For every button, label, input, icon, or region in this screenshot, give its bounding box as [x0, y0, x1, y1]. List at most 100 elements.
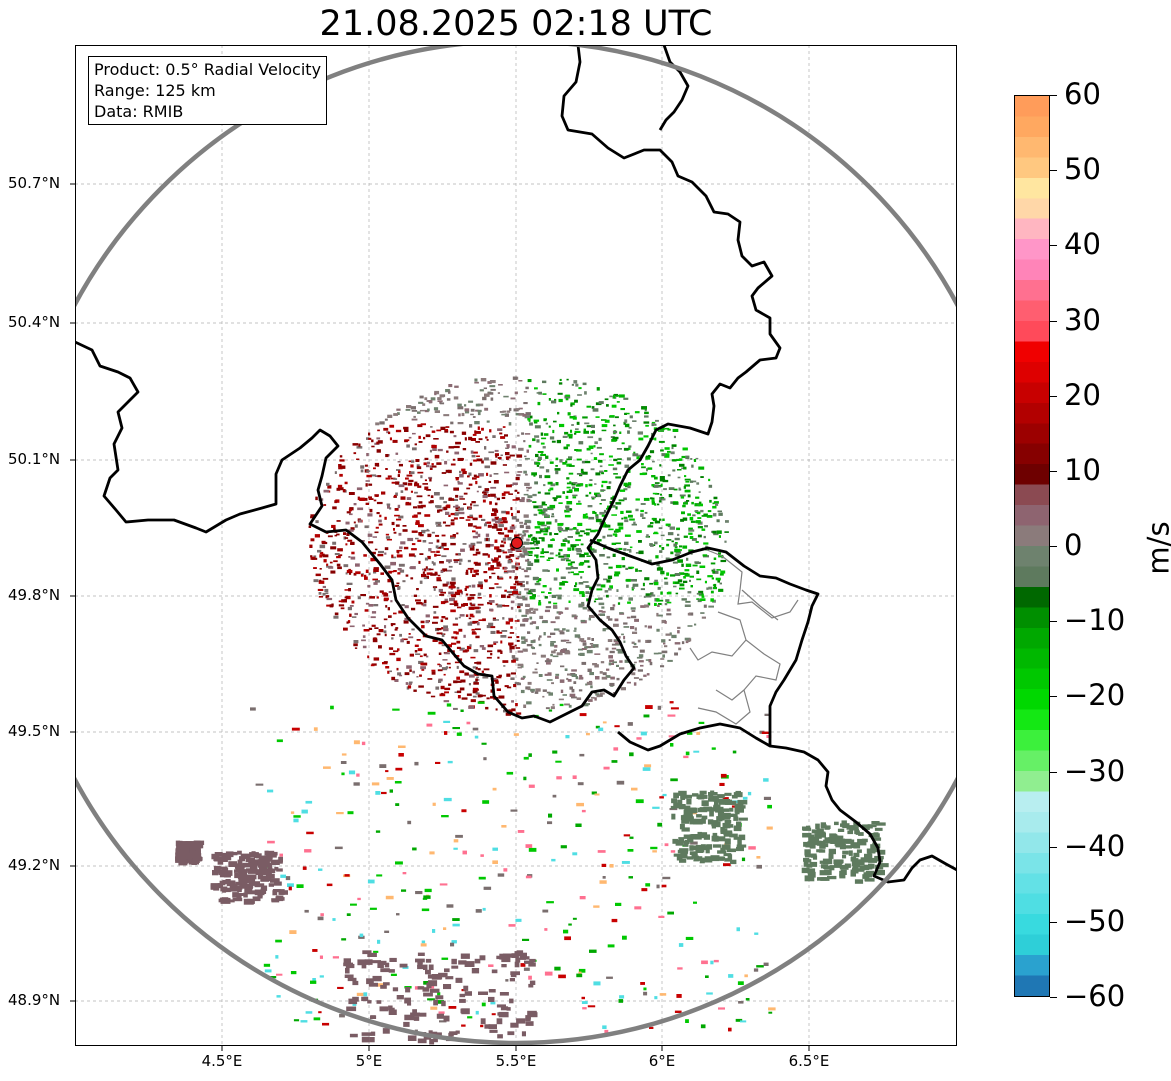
echo-pixel: [489, 429, 492, 433]
echo-pixel: [735, 809, 740, 815]
echo-pixel: [374, 627, 379, 629]
echo-pixel: [478, 514, 483, 518]
echo-pixel: [515, 647, 521, 649]
echo-pixel: [676, 527, 680, 531]
echo-pixel: [593, 905, 600, 908]
echo-pixel: [446, 450, 449, 453]
echo-pixel: [437, 397, 442, 400]
echo-pixel: [549, 587, 552, 591]
echo-pixel: [547, 544, 553, 548]
echo-pixel: [385, 454, 389, 458]
echo-pixel: [612, 553, 616, 557]
echo-pixel: [471, 501, 476, 504]
echo-pixel: [323, 766, 331, 769]
echo-pixel: [613, 504, 616, 508]
echo-pixel: [334, 612, 339, 616]
info-product: Product: 0.5° Radial Velocity: [94, 60, 322, 79]
echo-pixel: [391, 481, 397, 484]
echo-pixel: [659, 545, 662, 548]
echo-pixel: [463, 492, 468, 495]
echo-pixel: [556, 776, 562, 780]
echo-pixel: [546, 662, 551, 665]
echo-pixel: [514, 951, 523, 957]
echo-pixel: [693, 750, 700, 753]
echo-pixel: [565, 394, 570, 397]
echo-pixel: [521, 534, 526, 537]
echo-pixel: [522, 413, 527, 417]
echo-pixel: [709, 810, 714, 817]
echo-pixel: [571, 669, 577, 672]
echo-pixel: [498, 524, 504, 528]
echo-pixel: [482, 800, 490, 804]
echo-pixel: [604, 1029, 609, 1034]
echo-pixel: [258, 866, 268, 871]
echo-pixel: [836, 838, 845, 845]
echo-pixel: [454, 591, 461, 596]
echo-pixel: [464, 961, 475, 967]
echo-pixel: [414, 481, 418, 484]
echo-pixel: [616, 589, 619, 592]
echo-pixel: [477, 597, 482, 599]
echo-pixel: [558, 530, 562, 533]
echo-pixel: [484, 446, 487, 450]
echo-pixel: [366, 978, 374, 985]
echo-pixel: [304, 849, 312, 853]
echo-pixel: [678, 647, 682, 651]
echo-pixel: [465, 411, 470, 414]
echo-pixel: [472, 695, 477, 698]
echo-pixel: [411, 410, 418, 412]
echo-pixel: [186, 846, 194, 852]
echo-pixel: [352, 996, 359, 1002]
echo-pixel: [584, 646, 588, 649]
echo-pixel: [508, 593, 514, 596]
echo-pixel: [716, 519, 720, 523]
echo-pixel: [242, 869, 248, 873]
echo-pixel: [377, 440, 383, 444]
echo-pixel: [439, 883, 448, 886]
echo-pixel: [679, 583, 685, 587]
echo-pixel: [492, 787, 497, 791]
echo-pixel: [376, 437, 381, 440]
echo-pixel: [361, 996, 369, 1002]
echo-pixel: [696, 592, 702, 595]
echo-pixel: [509, 407, 512, 411]
echo-pixel: [590, 452, 593, 455]
echo-pixel: [513, 583, 517, 586]
echo-pixel: [417, 411, 421, 414]
echo-pixel: [544, 971, 553, 976]
echo-pixel: [404, 429, 409, 432]
echo-pixel: [381, 791, 387, 795]
echo-pixel: [398, 515, 404, 519]
echo-pixel: [426, 691, 431, 694]
echo-pixel: [574, 433, 577, 435]
echo-pixel: [364, 576, 368, 580]
echo-pixel: [392, 708, 400, 711]
echo-pixel: [654, 482, 660, 484]
echo-pixel: [554, 468, 561, 471]
echo-pixel: [449, 1031, 458, 1035]
echo-pixel: [701, 815, 708, 820]
echo-pixel: [599, 503, 602, 505]
echo-pixel: [408, 681, 413, 684]
echo-pixel: [577, 394, 582, 396]
echo-pixel: [362, 950, 372, 955]
echo-pixel: [635, 799, 644, 804]
echo-pixel: [517, 548, 522, 550]
echo-pixel: [558, 552, 561, 556]
echo-pixel: [549, 461, 554, 464]
echo-pixel: [670, 805, 676, 810]
echo-pixel: [592, 408, 599, 412]
echo-pixel: [705, 975, 709, 978]
echo-pixel: [254, 881, 260, 888]
echo-pixel: [667, 450, 671, 453]
echo-pixel: [537, 578, 542, 582]
echo-pixel: [407, 1002, 412, 1006]
echo-pixel: [344, 598, 347, 602]
echo-pixel: [651, 499, 655, 503]
echo-pixel: [646, 534, 649, 538]
info-source: Data: RMIB: [94, 102, 184, 121]
echo-pixel: [591, 430, 595, 434]
echo-pixel: [715, 821, 721, 828]
echo-pixel: [419, 674, 422, 677]
echo-pixel: [527, 687, 531, 691]
